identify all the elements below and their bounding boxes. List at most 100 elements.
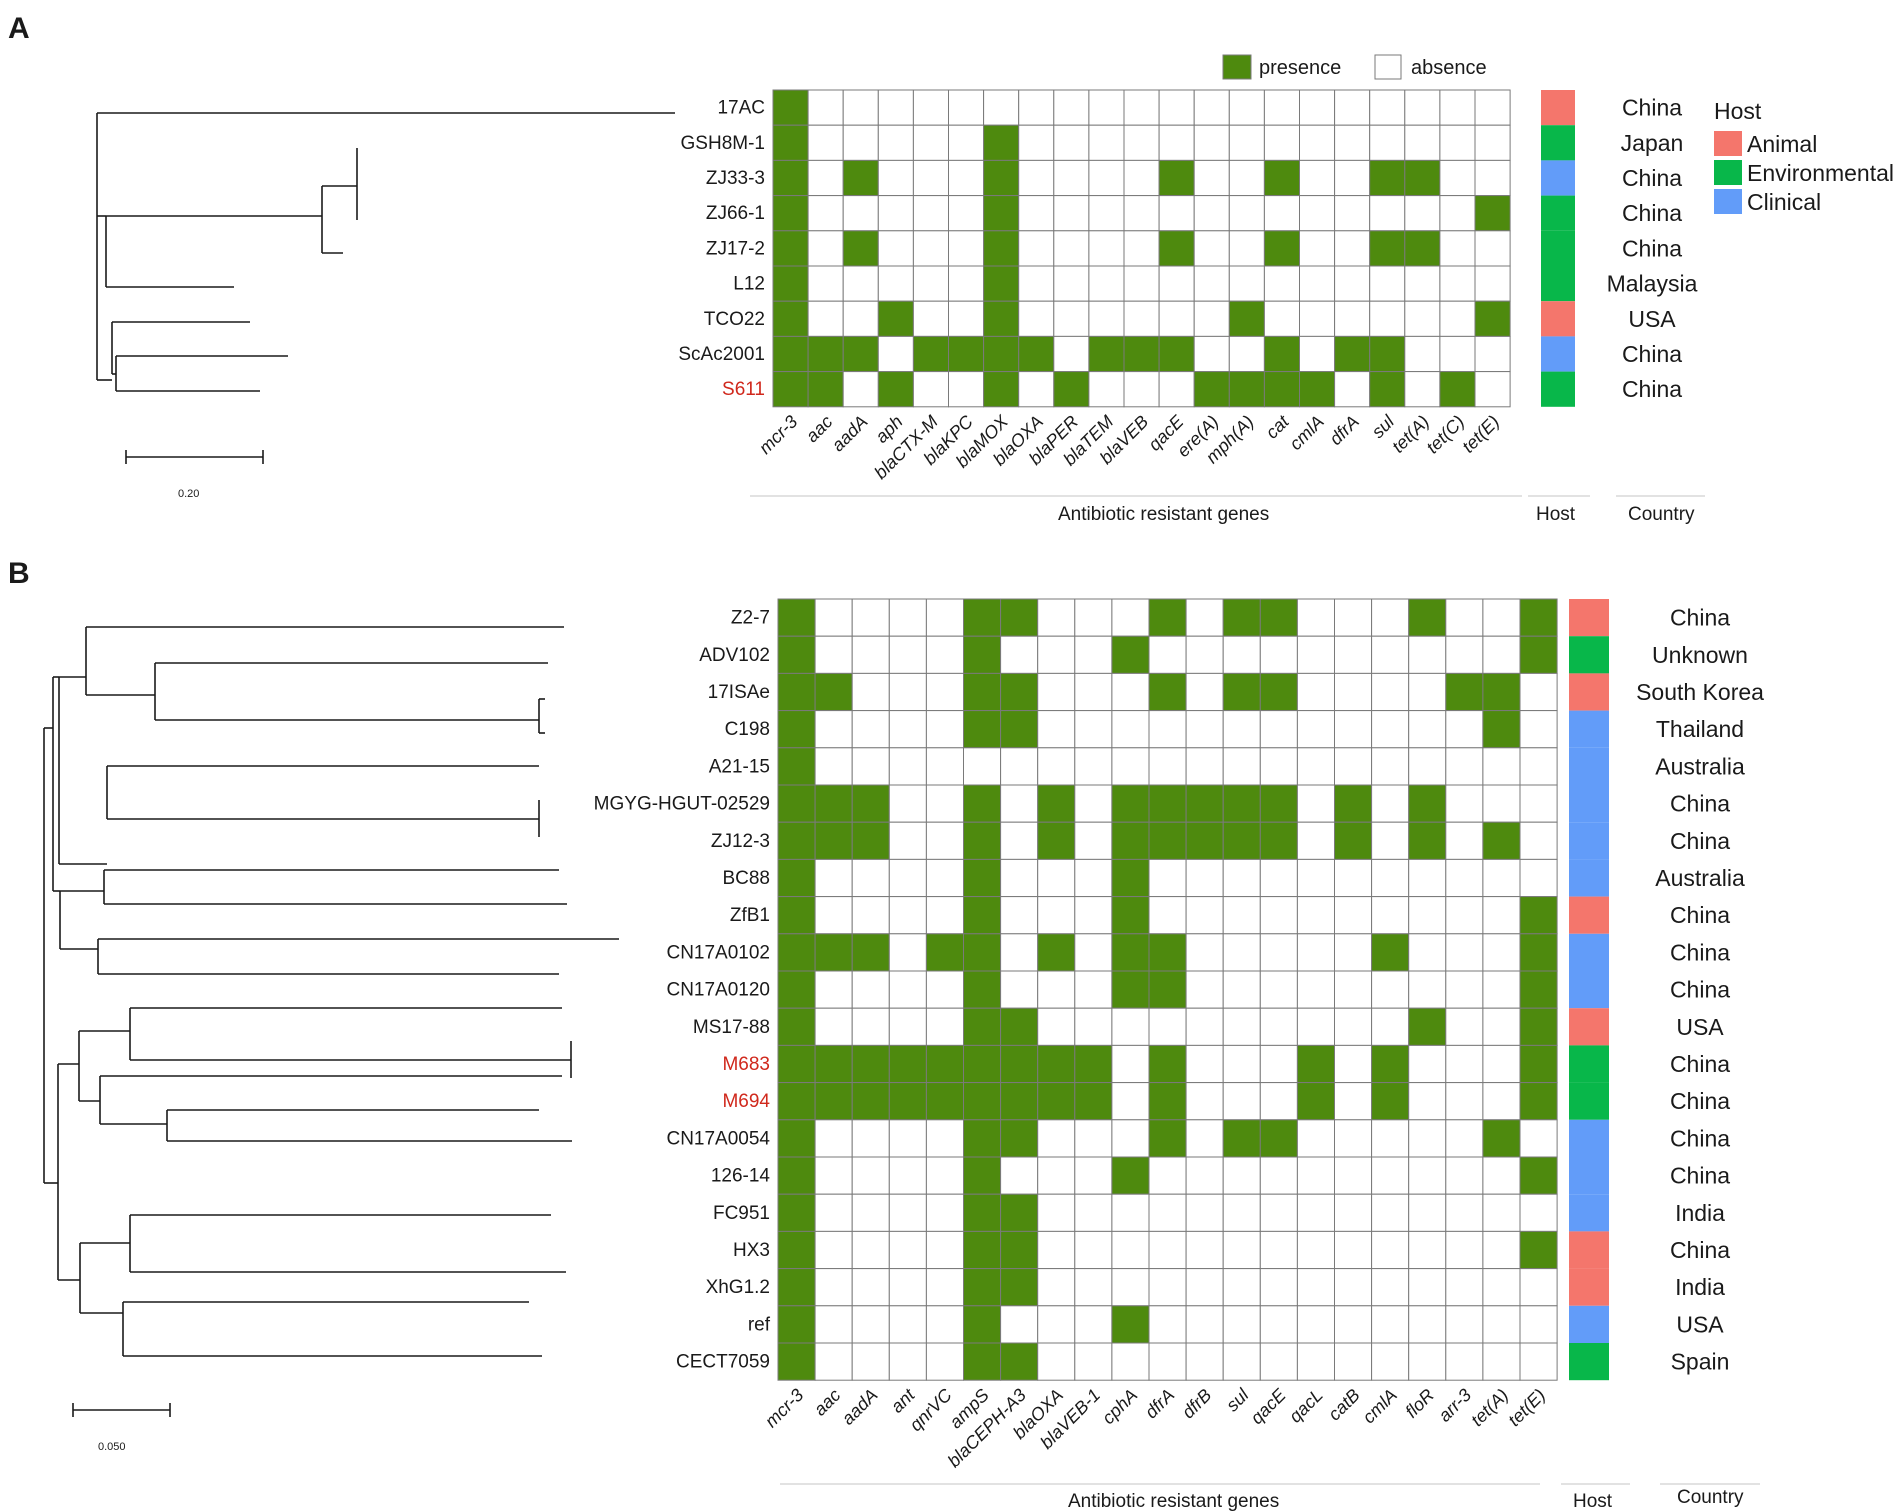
cell-a21-15-dfra	[1148, 747, 1187, 786]
host-cell-hx3	[1569, 1231, 1609, 1269]
cell-cn17a0120-dfrb	[1185, 970, 1224, 1009]
cell-zj66-1-cmla	[1299, 195, 1336, 232]
strain-label-hx3: HX3	[733, 1240, 770, 1261]
cell-bc88-ant	[888, 858, 927, 898]
cell-a21-15-blaoxa	[1037, 747, 1076, 786]
cell-zj17-2-cat	[1263, 230, 1301, 267]
cell-adv102-tet-e	[1519, 635, 1558, 674]
cell-s611-blaper	[1053, 371, 1090, 408]
strain-label-s611: S611	[722, 379, 765, 400]
cell-ref-mcr-3	[777, 1305, 816, 1344]
cell-m694-tet-a	[1482, 1082, 1521, 1121]
cell-ms17-88-tet-e	[1519, 1007, 1558, 1046]
cell-mgyg-hgut-02529-cmla	[1371, 784, 1410, 823]
cell-17ac-blatem	[1088, 89, 1125, 126]
country-label-s611: China	[1622, 376, 1682, 402]
cell-l12-blakpc	[948, 265, 985, 302]
cell-m683-arr-3	[1445, 1044, 1484, 1084]
cell-cn17a0120-flor	[1408, 970, 1447, 1009]
cell-m683-blaceph-a3	[1000, 1044, 1039, 1084]
cell-z2-7-blaoxa	[1037, 598, 1076, 637]
cell-z2-7-blaveb-1	[1074, 598, 1113, 637]
cell-a21-15-aac	[814, 747, 853, 786]
cell-hx3-blaveb-1	[1074, 1230, 1113, 1270]
cell-c198-aac	[814, 710, 853, 749]
cell-m683-qnrvc	[925, 1044, 965, 1084]
cell-scac2001-sul	[1369, 335, 1406, 373]
strain-label-zj17-2: ZJ17-2	[706, 238, 765, 259]
cell-a21-15-flor	[1408, 747, 1447, 786]
cell-c198-blaoxa	[1037, 710, 1076, 749]
cell-adv102-mcr-3	[777, 635, 816, 674]
cell-cect7059-flor	[1408, 1342, 1447, 1381]
cell-c198-blaveb-1	[1074, 710, 1113, 749]
cell-m683-ant	[888, 1044, 927, 1084]
cell-s611-tet-a	[1404, 371, 1441, 408]
cell-17isae-blaceph-a3	[1000, 672, 1039, 712]
cell-z2-7-dfrb	[1185, 598, 1224, 637]
cell-fc951-catb	[1334, 1193, 1373, 1232]
cell-ms17-88-ant	[888, 1007, 927, 1046]
cell-m694-dfrb	[1185, 1082, 1224, 1121]
cell-scac2001-blaveb	[1123, 335, 1160, 373]
cell-l12-dfra	[1334, 265, 1371, 302]
cell-z2-7-flor	[1408, 598, 1447, 637]
cell-ref-amps	[963, 1305, 1002, 1344]
cell-l12-mcr-3	[772, 265, 809, 302]
cell-cect7059-blaceph-a3	[1000, 1342, 1039, 1381]
cell-126-14-amps	[963, 1156, 1002, 1195]
cell-a21-15-dfrb	[1185, 747, 1224, 786]
cell-m683-qace	[1259, 1044, 1298, 1084]
cell-ref-sul	[1222, 1305, 1261, 1344]
cell-zj17-2-aac	[807, 230, 844, 267]
cell-zj12-3-flor	[1408, 821, 1447, 860]
strain-label-xhg1-2: XhG1.2	[706, 1277, 770, 1298]
strain-label-zj66-1: ZJ66-1	[706, 203, 765, 224]
cell-hx3-blaoxa	[1037, 1230, 1076, 1270]
panel-b-gene-axis-title: Antibiotic resistant genes	[1068, 1491, 1279, 1512]
cell-ms17-88-qacl	[1296, 1007, 1336, 1046]
cell-zj33-3-blamox	[983, 159, 1020, 197]
cell-zj33-3-blactx-m	[912, 159, 950, 197]
cell-tco22-mcr-3	[772, 300, 809, 337]
strain-label-z2-7: Z2-7	[731, 608, 770, 629]
strain-label-gsh8m-1: GSH8M-1	[681, 133, 765, 154]
cell-m683-tet-a	[1482, 1044, 1521, 1084]
cell-cect7059-cmla	[1371, 1342, 1410, 1381]
cell-zj17-2-aph	[877, 230, 914, 267]
cell-l12-tet-e	[1474, 265, 1511, 302]
country-label-scac2001: China	[1622, 341, 1682, 367]
a-gene-label-aada: aadA	[828, 411, 872, 455]
a-gene-label-tet-e: tet(E)	[1458, 411, 1503, 456]
cell-s611-aph	[877, 371, 914, 408]
cell-zj17-2-tet-c	[1439, 230, 1476, 267]
cell-cn17a0102-amps	[963, 933, 1002, 972]
cell-bc88-qace	[1259, 858, 1298, 898]
cell-adv102-dfrb	[1185, 635, 1224, 674]
cell-scac2001-dfra	[1334, 335, 1371, 373]
cell-zj12-3-qace	[1259, 821, 1298, 860]
cell-cn17a0054-sul	[1222, 1119, 1261, 1158]
cell-zj33-3-blaper	[1053, 159, 1090, 197]
cell-ref-blaveb-1	[1074, 1305, 1113, 1344]
cell-z2-7-ant	[888, 598, 927, 637]
country-label-cn17a0102: China	[1670, 939, 1730, 965]
b-gene-label-catb: catB	[1324, 1385, 1364, 1425]
cell-mgyg-hgut-02529-flor	[1408, 784, 1447, 823]
country-label-xhg1-2: India	[1675, 1274, 1725, 1300]
cell-17ac-tet-e	[1474, 89, 1511, 126]
cell-mgyg-hgut-02529-mcr-3	[777, 784, 816, 823]
cell-zj66-1-mcr-3	[772, 195, 809, 232]
cell-ms17-88-cmla	[1371, 1007, 1410, 1046]
strain-label-zfb1: ZfB1	[730, 905, 770, 926]
cell-l12-aph	[877, 265, 914, 302]
cell-zj66-1-sul	[1369, 195, 1406, 232]
cell-hx3-blaceph-a3	[1000, 1230, 1039, 1270]
cell-17ac-aac	[807, 89, 844, 126]
cell-126-14-blaceph-a3	[1000, 1156, 1039, 1195]
cell-scac2001-cmla	[1299, 335, 1336, 373]
cell-adv102-dfra	[1148, 635, 1187, 674]
cell-zj33-3-mph-a	[1228, 159, 1265, 197]
cell-c198-arr-3	[1445, 710, 1484, 749]
cell-gsh8m-1-tet-c	[1439, 124, 1476, 161]
